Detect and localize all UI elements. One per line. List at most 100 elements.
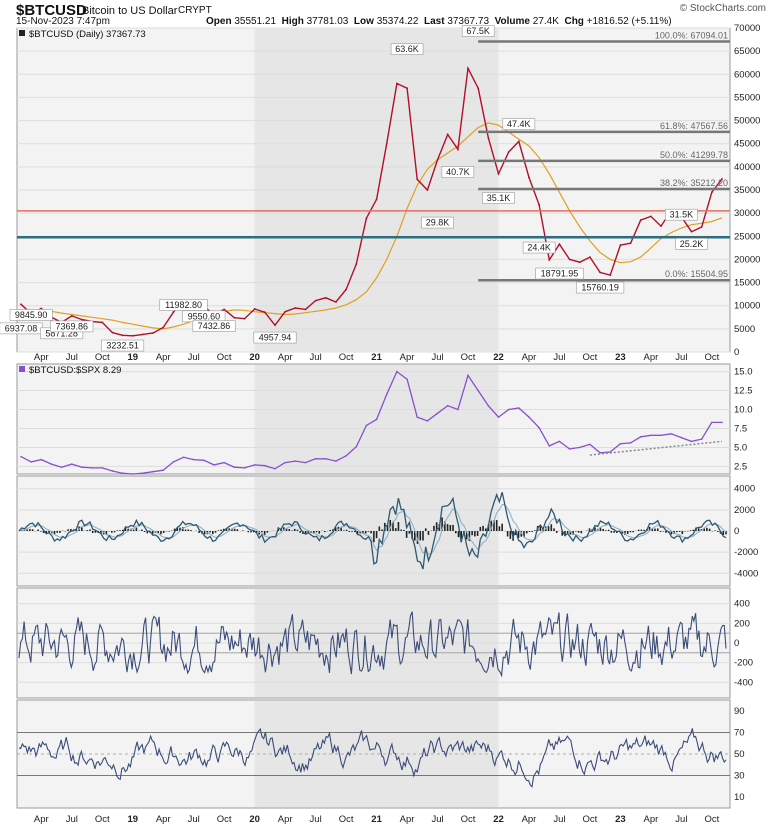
ratio-point [589,443,591,446]
price-tick-label: 10000 [734,301,760,312]
ratio-point [182,456,185,459]
ratio-point [558,440,561,443]
ratio-point [599,451,601,454]
price-point [314,299,317,302]
price-point [517,140,520,143]
ratio-tick-label: 7.5 [734,423,747,434]
price-point [172,311,175,314]
ratio-point [426,420,429,422]
exchange-label: CRYPT [178,5,212,16]
ratio-point [578,446,581,449]
price-point [101,321,104,324]
price-callout: 25.2K [680,239,704,249]
price-point [162,326,165,329]
price-point [111,331,114,334]
ratio-tick-label: 2.5 [734,461,747,472]
ratio-point [355,445,358,448]
ratio-point [274,467,276,470]
ratio-point [639,436,642,438]
price-callout: 3232.51 [106,341,139,351]
price-point [152,332,154,334]
price-legend: $BTCUSD (Daily) 37367.73 [29,29,146,40]
bottom-x-tick: 19 [127,814,138,825]
price-point [528,176,530,179]
volume-value: 27.4K [532,16,559,27]
price-point [477,87,480,90]
high-value: 37781.03 [306,16,349,27]
instrument-name: Bitcoin to US Dollar [82,5,178,17]
ratio-point [152,470,154,473]
ratio-tick-label: 15.0 [734,367,753,378]
bottom-x-tick: Oct [461,814,476,825]
price-callout: 18791.95 [541,269,579,279]
ratio-point [619,442,622,445]
price-x-tick: Apr [156,352,171,363]
symbol-title: $BTCUSD [16,2,87,19]
ratio-point [385,393,388,396]
axis-labels: 0500010000150002000025000300003500040000… [34,23,761,825]
price-point [507,151,510,153]
osc-tick-label: 200 [734,618,750,629]
price-callout: 9845.90 [15,310,48,320]
ratio-line [20,370,722,475]
ratio-point [721,421,723,424]
price-point [446,133,449,136]
macd-signal-line [18,503,727,555]
ratio-point [680,436,683,439]
price-tick-label: 50000 [734,116,760,127]
price-callout-box [665,208,698,221]
bottom-x-tick: Jul [188,814,200,825]
price-callout-box [253,331,297,344]
ratio-point [233,466,236,468]
last-value: 37367.73 [447,16,490,27]
price-point [629,242,632,245]
price-point [233,316,236,319]
price-x-tick: Apr [278,352,293,363]
price-point [284,310,287,313]
price-x-tick: Oct [95,352,110,363]
price-callout: 35.1K [487,193,511,203]
price-callout: 29.8K [426,218,450,228]
ratio-point [457,408,459,411]
bottom-x-tick: Apr [34,814,49,825]
price-point [578,261,581,264]
ratio-point [70,463,73,465]
price-x-tick: 21 [371,352,382,363]
ratio-point [294,460,297,462]
ratio-point [131,473,134,475]
price-point [548,258,551,261]
price-x-tick: Jul [188,352,200,363]
price-tick-label: 25000 [734,231,760,242]
ratio-legend-swatch [19,366,25,372]
sma-line [20,122,723,330]
ratio-point [548,445,551,447]
price-callout-box [101,339,145,352]
bottom-x-tick: Jul [431,814,443,825]
osc-line [18,611,727,678]
price-point [365,217,368,220]
price-callout: 5871.28 [45,328,78,338]
rsi-tick-label: 70 [734,727,745,738]
price-x-tick: Oct [583,352,598,363]
low-label: Low [353,16,374,27]
price-point [274,324,276,327]
price-callout-box [192,320,236,332]
price-tick-label: 35000 [734,185,760,196]
ratio-point [40,458,43,461]
price-point [456,148,459,151]
ratio-point [91,467,93,469]
price-point [20,303,22,306]
price-x-tick: Apr [400,352,415,363]
price-tick-label: 55000 [734,92,760,103]
price-point [324,296,327,299]
price-x-tick: Oct [461,352,476,363]
series-lines [18,65,727,788]
price-point [649,215,652,218]
price-x-tick: Oct [704,352,719,363]
ratio-point [477,389,479,392]
price-point [710,191,713,194]
price-callout-box [9,309,53,321]
bottom-x-tick: Apr [522,814,537,825]
ratio-point [81,466,83,468]
